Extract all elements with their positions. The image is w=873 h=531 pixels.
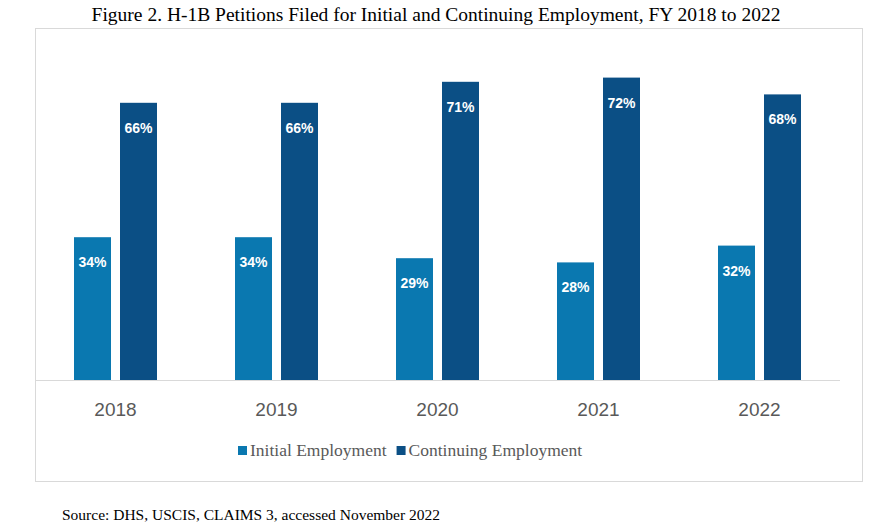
legend-swatch	[397, 446, 406, 455]
data-label: 32%	[722, 263, 751, 279]
data-labels: 34% 34% 29% 28% 32% 66% 66% 71% 72% 68%	[78, 95, 797, 296]
bars	[74, 78, 801, 380]
x-tick-label: 2020	[416, 399, 458, 420]
bar	[557, 262, 594, 380]
bar	[442, 82, 479, 380]
x-tick-label: 2019	[255, 399, 297, 420]
data-label: 28%	[561, 279, 590, 295]
data-label: 29%	[400, 275, 429, 291]
source-note: Source: DHS, USCIS, CLAIMS 3, accessed N…	[62, 506, 440, 523]
bar	[120, 103, 157, 380]
data-label: 68%	[768, 111, 797, 127]
data-label: 34%	[78, 254, 107, 270]
data-label: 71%	[446, 99, 475, 115]
data-label: 66%	[124, 120, 153, 136]
bar	[281, 103, 318, 380]
legend: Initial Employment Continuing Employment	[238, 440, 582, 460]
bar	[603, 78, 640, 380]
chart-frame	[36, 29, 863, 482]
x-tick-label: 2022	[738, 399, 780, 420]
legend-swatch	[238, 446, 247, 455]
x-tick-label: 2021	[577, 399, 619, 420]
chart: Figure 2. H-1B Petitions Filed for Initi…	[0, 0, 873, 531]
bar	[764, 94, 801, 380]
data-label: 34%	[239, 254, 268, 270]
bar	[74, 237, 111, 380]
bar	[718, 246, 755, 380]
legend-label: Continuing Employment	[409, 440, 583, 460]
title: Figure 2. H-1B Petitions Filed for Initi…	[92, 4, 781, 25]
data-label: 72%	[607, 95, 636, 111]
legend-label: Initial Employment	[250, 440, 387, 460]
bar	[235, 237, 272, 380]
bar	[396, 258, 433, 380]
data-label: 66%	[285, 120, 314, 136]
x-axis	[35, 380, 840, 381]
x-tick-label: 2018	[94, 399, 136, 420]
